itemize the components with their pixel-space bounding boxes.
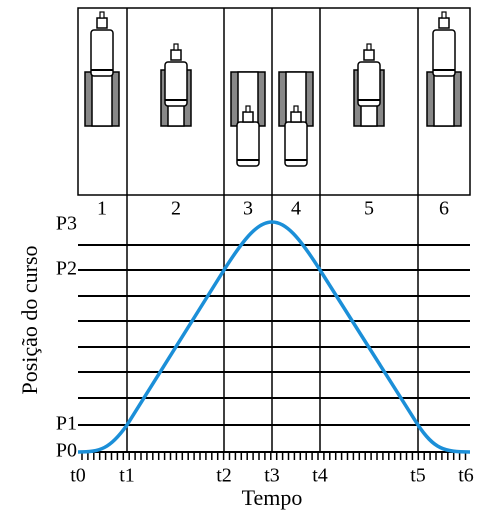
time-label: t3: [264, 465, 280, 487]
y-axis-label: Posição do curso: [17, 245, 42, 394]
housing-bore: [91, 71, 113, 127]
position-label: P0: [56, 440, 77, 462]
phase-label: 5: [364, 198, 374, 220]
nozzle-tip: [293, 105, 299, 113]
time-label: t5: [410, 465, 426, 487]
phase-label: 3: [243, 198, 253, 220]
piston: [164, 61, 188, 107]
phase-label: 2: [171, 198, 181, 220]
time-label: t6: [458, 465, 474, 487]
position-label: P3: [56, 213, 77, 235]
piston: [90, 29, 114, 77]
time-label: t4: [312, 465, 328, 487]
nozzle: [170, 49, 182, 61]
position-label: P1: [56, 413, 77, 435]
housing-bore: [433, 71, 455, 127]
nozzle-tip: [173, 43, 179, 51]
nozzle: [438, 17, 450, 29]
nozzle: [242, 111, 254, 123]
nozzle: [363, 49, 375, 61]
time-label: t1: [119, 465, 135, 487]
phase-label: 1: [97, 198, 107, 220]
position-label: P2: [56, 258, 77, 280]
nozzle-tip: [441, 11, 447, 19]
x-axis-label: Tempo: [242, 485, 303, 510]
nozzle-tip: [99, 11, 105, 19]
phase-label: 6: [439, 198, 449, 220]
piston: [357, 61, 381, 107]
time-label: t0: [70, 465, 86, 487]
piston: [432, 29, 456, 77]
nozzle-tip: [366, 43, 372, 51]
phase-label: 4: [291, 198, 301, 220]
motion-curve: [77, 220, 471, 454]
nozzle: [96, 17, 108, 29]
phase-box: [77, 7, 471, 196]
nozzle: [290, 111, 302, 123]
time-label: t2: [216, 465, 232, 487]
nozzle-tip: [245, 105, 251, 113]
